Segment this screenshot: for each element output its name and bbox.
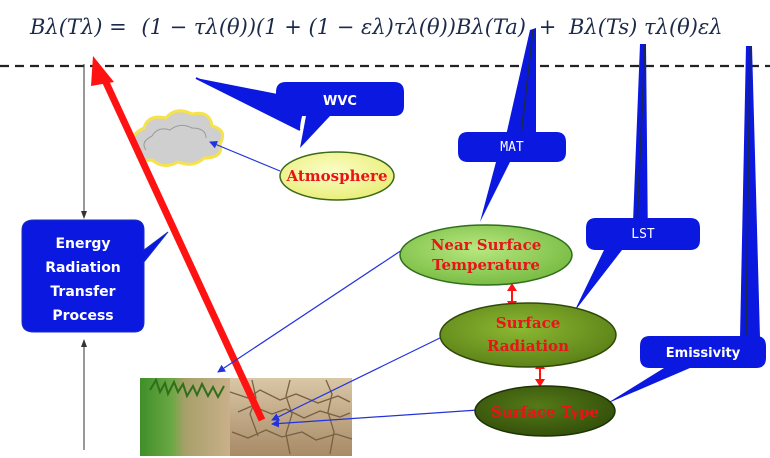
red-arrowhead xyxy=(91,56,114,86)
callout-emissivity: Emissivity xyxy=(606,45,766,404)
equation-lhs: Bλ(Tλ) = xyxy=(29,15,127,39)
connector-type-to-ground xyxy=(271,409,479,428)
connector-nst-to-ground xyxy=(217,249,403,373)
callout-wvc-label: WVC xyxy=(323,94,357,109)
callout-lst: LST xyxy=(574,43,700,312)
connector-atmosphere-to-cloud xyxy=(209,140,281,172)
callout-mat: MAT xyxy=(458,28,566,222)
callout-mat-label: MAT xyxy=(500,140,524,155)
callout-wvc: WVC xyxy=(195,77,404,148)
node-surface-radiation: Surface Radiation xyxy=(439,302,617,368)
radiance-red-arrow xyxy=(99,74,266,422)
node-surface-type-label: Surface Type xyxy=(491,403,599,421)
process-line-3: Transfer xyxy=(50,284,115,300)
callout-lst-label: LST xyxy=(631,227,655,242)
process-line-1: Energy xyxy=(55,236,110,252)
node-atmosphere: Atmosphere xyxy=(279,151,395,201)
node-radiation-label-1: Surface xyxy=(496,314,561,332)
node-surface-type: Surface Type xyxy=(474,385,616,437)
connector-radiation-to-ground xyxy=(271,335,445,421)
process-line-4: Process xyxy=(52,308,113,324)
equation-term2: Bλ(Ts) τλ(θ)ελ xyxy=(568,15,723,39)
node-atmosphere-label: Atmosphere xyxy=(285,167,387,185)
process-line-2: Radiation xyxy=(45,260,121,276)
callout-emissivity-label: Emissivity xyxy=(666,346,741,361)
node-nst-label-2: Temperature xyxy=(432,256,540,274)
equation-plus: + xyxy=(539,15,557,39)
node-nst-label-1: Near Surface xyxy=(431,236,542,254)
equation: Bλ(Tλ) = (1 − τλ(θ))(1 + (1 − ελ)τλ(θ))B… xyxy=(29,15,723,39)
equation-term1: (1 − τλ(θ))(1 + (1 − ελ)τλ(θ))Bλ(Ta) xyxy=(141,15,526,39)
node-near-surface-temperature: Near Surface Temperature xyxy=(399,224,573,286)
energy-process-box: Energy Radiation Transfer Process xyxy=(21,219,169,333)
node-radiation-label-2: Radiation xyxy=(487,337,569,355)
cloud-icon xyxy=(131,109,225,167)
